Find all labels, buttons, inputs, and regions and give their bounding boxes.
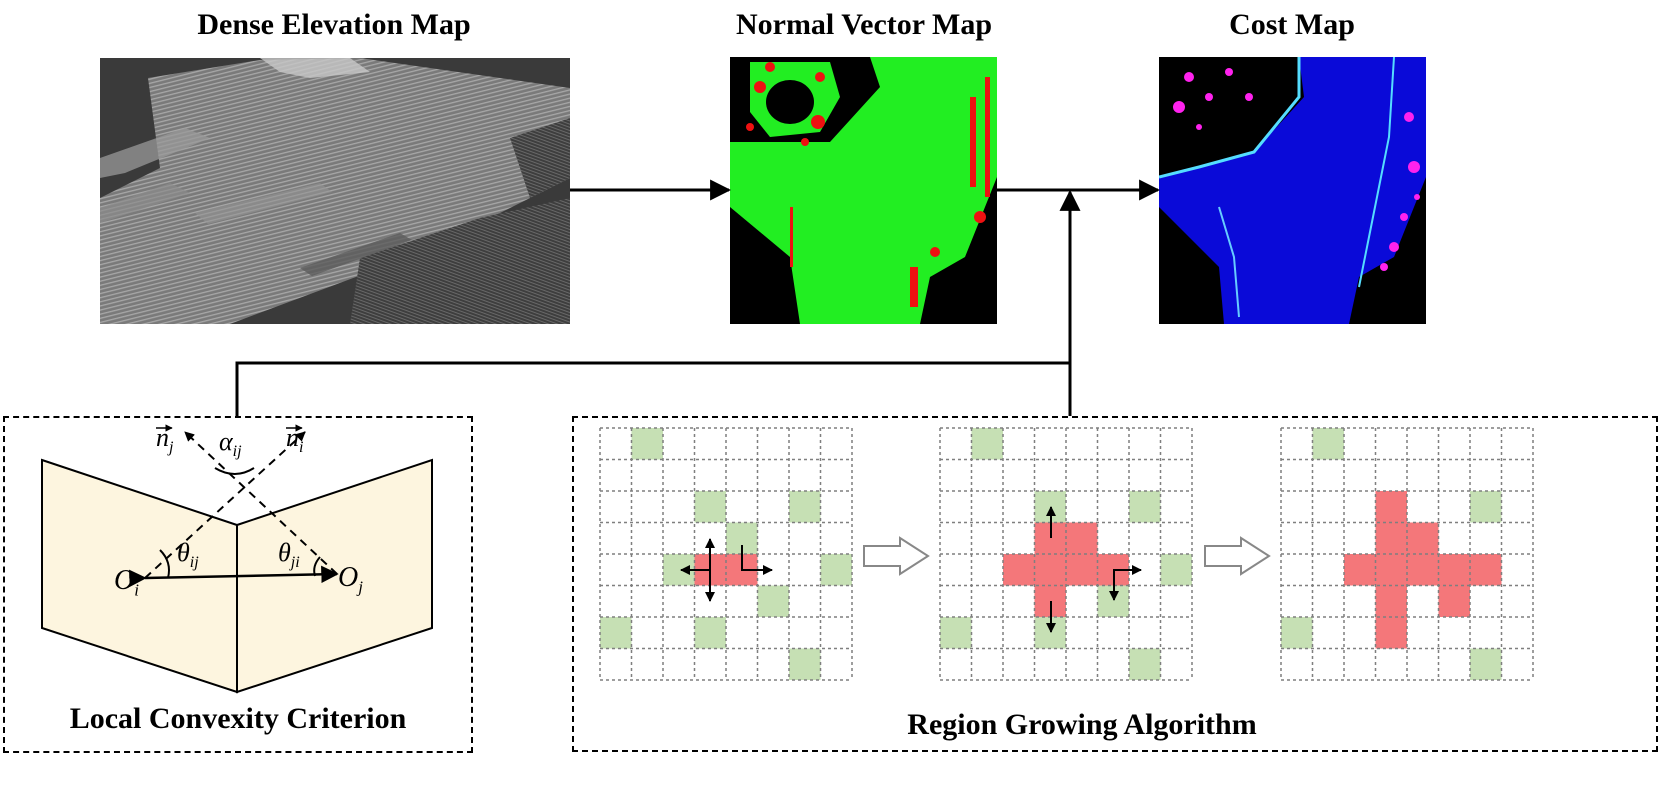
candidate-cell [1129,648,1161,680]
region-cell [1066,522,1098,554]
convexity-feed-line [235,361,1070,416]
theta-ji-arc [313,556,321,577]
candidate-cell [694,617,726,649]
step-arrow-2 [1204,536,1271,576]
candidate-cell [820,554,852,586]
candidate-cell [1129,491,1161,523]
region-cell [1375,522,1407,554]
step-arrow-1 [863,536,930,576]
elevation-map-image [100,58,570,324]
region-cell [1344,554,1376,586]
region-cell [1438,585,1470,617]
o-j-label: Oj [338,562,363,597]
region-cell [1470,554,1502,586]
region-cell [1438,554,1470,586]
cost-map-image [1159,57,1426,324]
theta-ji-label: θji [278,538,300,572]
region-cell [1375,585,1407,617]
candidate-cell [1312,428,1344,460]
alpha-label: αij [219,427,242,461]
normal-map-title: Normal Vector Map [735,8,993,41]
elevation-map-title: Dense Elevation Map [197,8,471,41]
region-cell [1375,554,1407,586]
candidate-cell [600,617,632,649]
candidate-cell [694,491,726,523]
region-cell [1407,522,1439,554]
candidate-cell [789,491,821,523]
normal-j-dashed [184,431,338,575]
theta-ij-arc [159,549,170,579]
candidate-cell [789,648,821,680]
region-cell [1407,554,1439,586]
theta-ij-label: θij [177,538,199,572]
candidate-cell [757,585,789,617]
convexity-criterion-title: Local Convexity Criterion [69,702,407,735]
candidate-cell [1281,617,1313,649]
region-cell [1066,554,1098,586]
candidate-cell [940,617,972,649]
region-growing-title: Region Growing Algorithm [907,708,1257,741]
candidate-cell [1470,648,1502,680]
o-i-o-j-connector [129,565,339,588]
region-grid-3 [1280,427,1534,681]
convexity-criterion-box [3,416,473,753]
o-i-label: Oi [114,565,139,600]
region-growing-box [572,416,1658,752]
alpha-arc [214,467,255,475]
n-i-label: ni [286,423,304,457]
region-cell [1003,554,1035,586]
region-grid-1 [599,427,853,681]
normal-vector-map-image [730,57,997,324]
region-cell [1375,617,1407,649]
candidate-cell [1470,491,1502,523]
cost-map-title: Cost Map [1229,8,1355,41]
region-cell [1375,491,1407,523]
region-cell [1034,554,1066,586]
candidate-cell [631,428,663,460]
region-grid-2 [939,427,1193,681]
candidate-cell [971,428,1003,460]
n-j-label: nj [156,423,174,457]
candidate-cell [1160,554,1192,586]
